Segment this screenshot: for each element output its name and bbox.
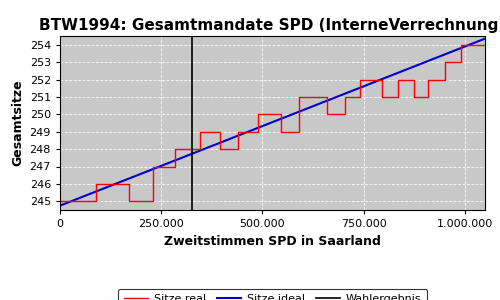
Title: BTW1994: Gesamtmandate SPD (InterneVerrechnung): BTW1994: Gesamtmandate SPD (InterneVerre… xyxy=(40,18,500,33)
Sitze real xyxy=(196,130,202,134)
Sitze real xyxy=(196,147,202,151)
Sitze real xyxy=(324,112,330,116)
Sitze real xyxy=(94,182,100,186)
Sitze real xyxy=(482,43,488,46)
Sitze real xyxy=(426,95,432,99)
Sitze real xyxy=(296,95,302,99)
Sitze real xyxy=(395,78,401,81)
Sitze real xyxy=(342,112,348,116)
Line: Sitze real: Sitze real xyxy=(60,45,485,201)
Sitze real xyxy=(256,112,262,116)
Legend: Sitze real, Sitze ideal, Wahlergebnis: Sitze real, Sitze ideal, Wahlergebnis xyxy=(118,289,427,300)
Sitze real xyxy=(342,95,348,99)
Sitze real xyxy=(150,165,156,168)
Sitze real xyxy=(126,182,132,186)
Sitze real xyxy=(356,78,362,81)
Sitze real xyxy=(442,78,448,81)
Sitze real xyxy=(411,78,417,81)
Sitze real xyxy=(172,147,178,151)
Sitze real xyxy=(379,78,385,81)
Sitze real xyxy=(57,200,63,203)
Sitze real xyxy=(278,112,283,116)
Sitze real xyxy=(172,165,178,168)
Sitze real xyxy=(324,95,330,99)
Sitze real xyxy=(217,130,223,134)
Sitze real xyxy=(256,130,262,134)
Sitze real xyxy=(458,60,464,64)
Sitze real xyxy=(411,95,417,99)
Sitze real xyxy=(235,130,241,134)
Y-axis label: Gesamtsitze: Gesamtsitze xyxy=(11,80,24,166)
Sitze real xyxy=(296,130,302,134)
Sitze real xyxy=(278,130,283,134)
Sitze real xyxy=(395,95,401,99)
Sitze real xyxy=(94,200,100,203)
Sitze real xyxy=(442,60,448,64)
Sitze real xyxy=(217,147,223,151)
Sitze real xyxy=(379,95,385,99)
Sitze real xyxy=(356,95,362,99)
Sitze real xyxy=(150,200,156,203)
X-axis label: Zweitstimmen SPD in Saarland: Zweitstimmen SPD in Saarland xyxy=(164,235,381,248)
Sitze real xyxy=(426,78,432,81)
Sitze real xyxy=(458,43,464,46)
Sitze real xyxy=(126,200,132,203)
Sitze real xyxy=(235,147,241,151)
